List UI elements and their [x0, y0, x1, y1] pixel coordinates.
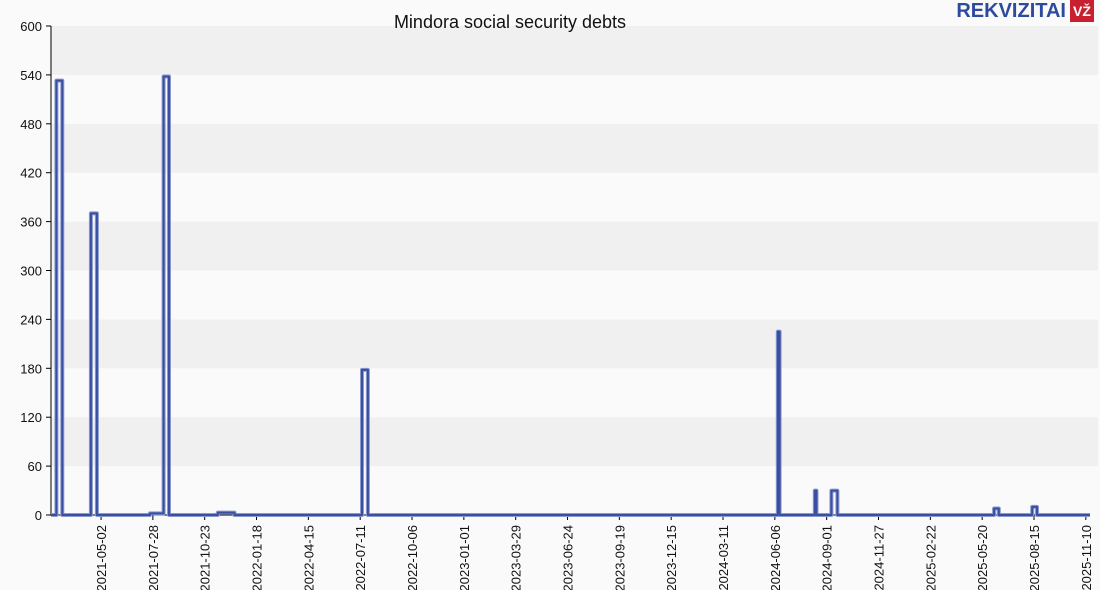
- grid-band: [51, 319, 1098, 369]
- x-tick-label: 2022-01-18: [250, 525, 265, 590]
- logo-badge: VŽ: [1070, 0, 1094, 22]
- grid-band: [51, 417, 1098, 467]
- y-tick-label: 240: [20, 312, 42, 327]
- x-tick-label: 2022-04-15: [301, 525, 316, 590]
- grid-band: [51, 466, 1098, 515]
- y-tick-label: 300: [20, 264, 42, 279]
- y-tick-label: 180: [20, 361, 42, 376]
- grid-band: [51, 74, 1098, 124]
- x-tick-label: 2023-06-24: [561, 525, 576, 590]
- x-tick-label: 2024-09-01: [820, 525, 835, 590]
- grid-band: [51, 368, 1098, 418]
- x-tick-label: 2023-09-19: [612, 525, 627, 590]
- x-tick-label: 2024-06-06: [768, 525, 783, 590]
- logo[interactable]: REKVIZITAI VŽ: [956, 0, 1094, 22]
- x-tick-label: 2025-11-10: [1079, 525, 1094, 590]
- grid-band: [51, 221, 1098, 271]
- x-tick-label: 2023-03-29: [509, 525, 524, 590]
- x-tick-label: 2021-07-28: [146, 525, 161, 590]
- x-tick-label: 2021-05-02: [94, 525, 109, 590]
- y-tick-label: 480: [20, 117, 42, 132]
- y-tick-label: 420: [20, 166, 42, 181]
- y-tick-label: 0: [35, 508, 42, 523]
- chart-title: Mindora social security debts: [393, 12, 627, 32]
- x-tick-label: 2024-03-11: [716, 525, 731, 590]
- x-tick-label: 2025-08-15: [1027, 525, 1042, 590]
- x-tick-label: 2023-01-01: [457, 525, 472, 590]
- grid-band: [51, 270, 1098, 320]
- x-tick-label: 2025-02-22: [923, 525, 938, 590]
- y-tick-label: 540: [20, 68, 42, 83]
- x-tick-label: 2021-10-23: [198, 525, 213, 590]
- x-tick-label: 2024-11-27: [872, 525, 887, 590]
- y-tick-label: 600: [20, 19, 42, 34]
- y-tick-label: 120: [20, 410, 42, 425]
- logo-text: REKVIZITAI: [956, 0, 1066, 22]
- x-tick-label: 2023-12-15: [664, 525, 679, 590]
- series-line: [51, 75, 1090, 516]
- grid-band: [51, 26, 1098, 75]
- x-tick-label: 2025-05-20: [975, 525, 990, 590]
- grid-band: [51, 123, 1098, 173]
- x-tick-label: 2022-10-06: [405, 525, 420, 590]
- y-tick-label: 360: [20, 215, 42, 230]
- x-tick-label: 2022-07-11: [353, 525, 368, 590]
- grid-band: [51, 172, 1098, 222]
- y-tick-label: 60: [28, 459, 42, 474]
